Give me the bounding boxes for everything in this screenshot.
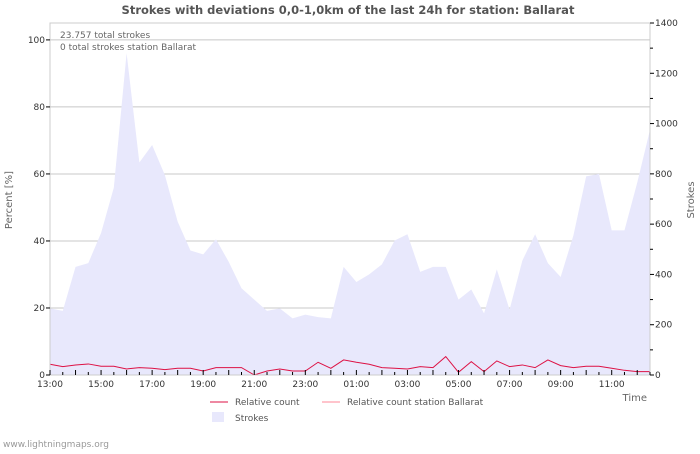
- right-tick-label: 400: [655, 270, 672, 280]
- x-tick-label: 23:00: [292, 380, 318, 390]
- x-tick-label: 19:00: [190, 380, 216, 390]
- x-tick-label: 07:00: [497, 380, 523, 390]
- right-axis-label: Strokes: [686, 181, 697, 218]
- strokes-area: [50, 53, 650, 376]
- right-tick-label: 600: [655, 220, 672, 230]
- x-tick-label: 09:00: [548, 380, 574, 390]
- chart-title: Strokes with deviations 0,0-1,0km of the…: [122, 3, 575, 17]
- right-tick-label: 1200: [655, 69, 678, 79]
- left-tick-label: 80: [34, 103, 46, 113]
- legend-relative-count: Relative count: [235, 398, 300, 408]
- right-tick-label: 1000: [655, 120, 678, 130]
- left-axis-label: Percent [%]: [4, 171, 15, 229]
- footer-link[interactable]: www.lightningmaps.org: [3, 440, 109, 450]
- total-strokes-note: 23.757 total strokes: [60, 31, 150, 41]
- left-tick-label: 20: [34, 304, 46, 314]
- legend-strokes: Strokes: [235, 414, 269, 424]
- relative-count-line: [49, 355, 650, 376]
- left-tick-label: 0: [39, 371, 45, 381]
- x-tick-label: 15:00: [88, 380, 114, 390]
- x-tick-label: 01:00: [343, 380, 369, 390]
- x-tick-label: 13:00: [37, 380, 63, 390]
- left-tick-label: 100: [28, 36, 45, 46]
- x-axis-label: Time: [622, 393, 647, 404]
- right-tick-label: 0: [655, 371, 661, 381]
- left-tick-label: 40: [34, 237, 46, 247]
- x-tick-label: 17:00: [139, 380, 165, 390]
- x-tick-label: 11:00: [599, 380, 625, 390]
- right-tick-label: 1400: [655, 19, 678, 29]
- legend-station-relative-count: Relative count station Ballarat: [347, 398, 484, 408]
- right-tick-label: 800: [655, 170, 672, 180]
- left-tick-label: 60: [34, 170, 46, 180]
- x-tick-label: 05:00: [446, 380, 472, 390]
- legend-strokes-swatch: [212, 412, 224, 422]
- right-tick-label: 200: [655, 321, 672, 331]
- x-tick-label: 21:00: [241, 380, 267, 390]
- x-tick-label: 03:00: [394, 380, 420, 390]
- station-strokes-note: 0 total strokes station Ballarat: [60, 43, 196, 53]
